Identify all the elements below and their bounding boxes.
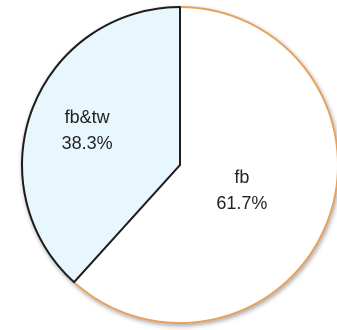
slice-category-label: fb&tw (65, 107, 111, 127)
slice-percent-label: 61.7% (216, 193, 267, 213)
slice-percent-label: 38.3% (62, 133, 113, 153)
pie-slice-fb (73, 6, 337, 324)
pie-label-fb-tw: fb&tw 38.3% (62, 107, 113, 153)
slice-category-label: fb (234, 167, 249, 187)
pie-slice-fb-tw (21, 6, 181, 284)
pie-label-fb: fb 61.7% (216, 167, 267, 213)
